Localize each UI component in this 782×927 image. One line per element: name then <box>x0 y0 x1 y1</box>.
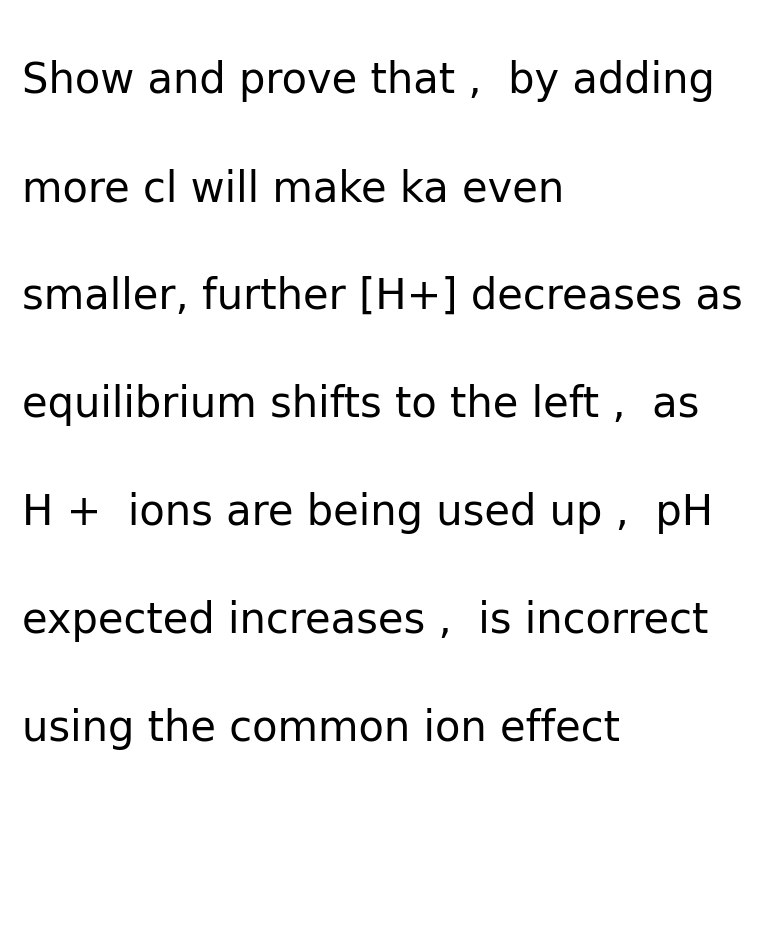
Text: H +  ions are being used up ,  pH: H + ions are being used up , pH <box>22 492 713 534</box>
Text: Show and prove that ,  by adding: Show and prove that , by adding <box>22 60 715 102</box>
Text: smaller, further [H+] decreases as: smaller, further [H+] decreases as <box>22 276 743 318</box>
Text: equilibrium shifts to the left ,  as: equilibrium shifts to the left , as <box>22 384 699 426</box>
Text: using the common ion effect: using the common ion effect <box>22 708 620 750</box>
Text: more cl will make ka even: more cl will make ka even <box>22 168 565 210</box>
Text: expected increases ,  is incorrect: expected increases , is incorrect <box>22 600 708 642</box>
